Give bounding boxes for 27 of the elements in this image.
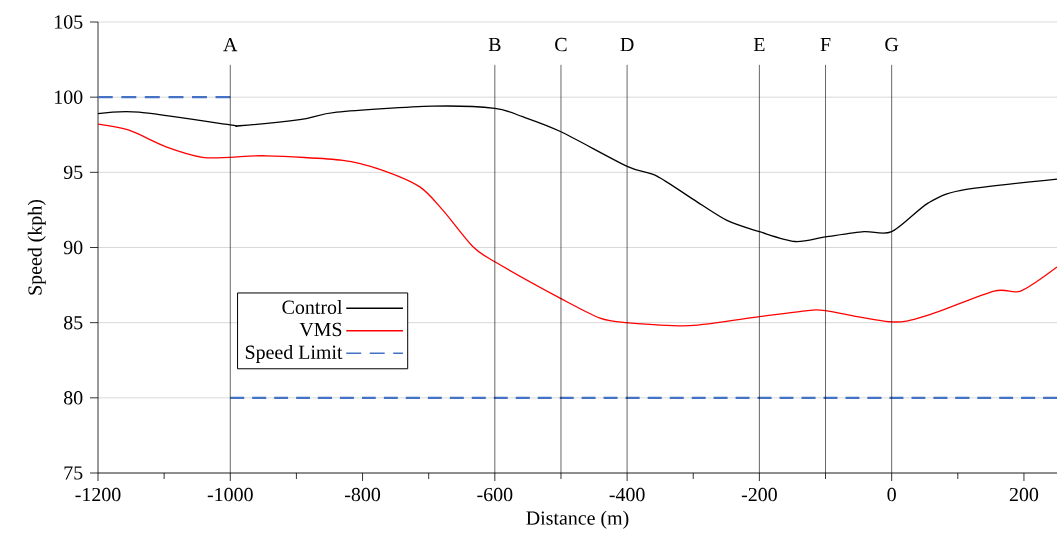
y-tick-label: 80 — [64, 391, 83, 405]
x-tick-label: -800 — [345, 487, 381, 502]
legend-label: Control — [282, 299, 343, 314]
legend-label: Speed Limit — [245, 344, 343, 364]
x-tick-label: -1200 — [75, 487, 121, 502]
x-tick-label: 0 — [887, 487, 896, 502]
y-tick-label: 105 — [55, 15, 83, 29]
ref-line-label: D — [620, 38, 634, 52]
y-tick-label: 100 — [55, 90, 83, 104]
ref-line-label: F — [820, 38, 831, 52]
x-axis-title: Distance (m) — [526, 510, 629, 529]
y-tick-label: 90 — [63, 240, 83, 255]
x-tick-label: -400 — [609, 487, 645, 502]
ref-line-label: C — [555, 37, 567, 52]
y-tick-label: 75 — [64, 466, 83, 480]
ref-line-label: G — [885, 37, 899, 52]
x-tick-label: 200 — [1009, 487, 1039, 502]
legend-label: VMS — [299, 322, 342, 337]
ref-line-label: A — [223, 37, 238, 52]
x-tick-label: -200 — [741, 487, 777, 502]
y-tick-label: 85 — [64, 315, 83, 330]
y-tick-label: 95 — [63, 165, 83, 180]
ref-line-label: B — [488, 38, 501, 52]
x-tick-label: -1000 — [207, 487, 253, 502]
y-axis-title: Speed (kph) — [27, 199, 46, 295]
ref-line-label: E — [753, 38, 765, 52]
x-tick-label: -600 — [477, 487, 513, 502]
